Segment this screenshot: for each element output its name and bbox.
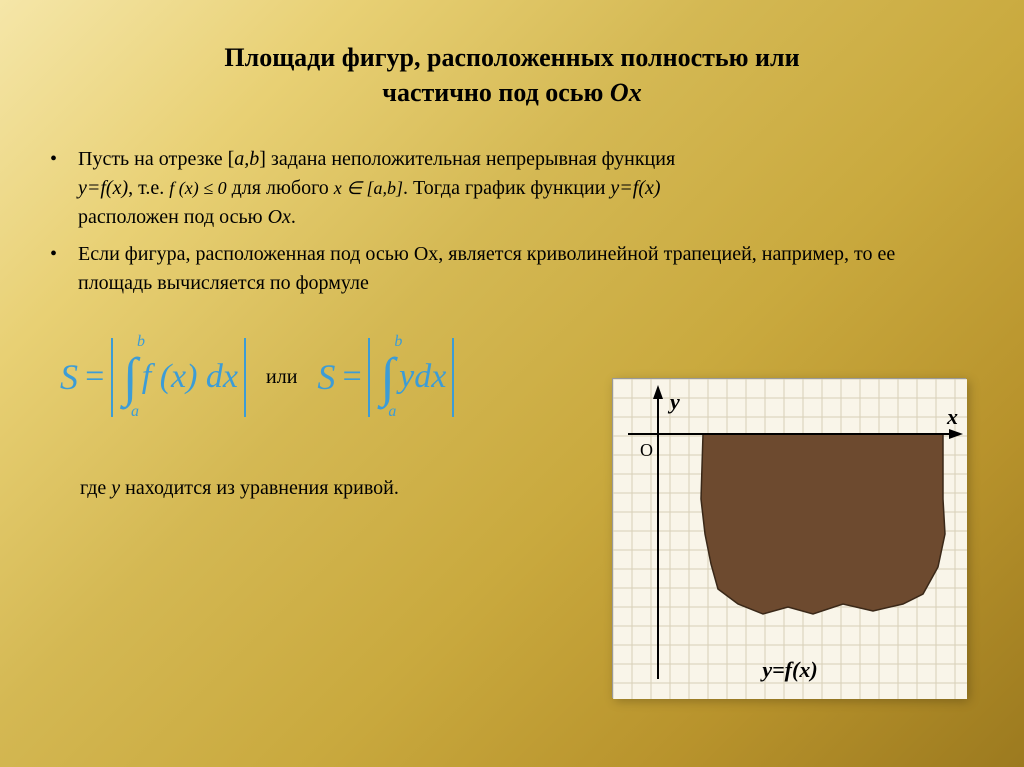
f1-abs: ∫ b a f (x) dx — [111, 353, 246, 402]
fn-p1: где — [80, 477, 111, 499]
b1-yfx2: y=f(x) — [610, 177, 660, 199]
bullet-2-content: Если фигура, расположенная под осью Ox, … — [78, 240, 974, 298]
bullet-1: • Пусть на отрезке [a,b] задана неположи… — [50, 145, 974, 232]
fn-p2: находится из уравнения кривой. — [120, 477, 399, 499]
b1-p2: ] задана неположительная непрерывная фун… — [259, 148, 675, 170]
b1-ox: Ox — [268, 206, 291, 228]
f1-S: S — [60, 356, 78, 398]
bullet-1-content: Пусть на отрезке [a,b] задана неположите… — [78, 145, 974, 232]
formula-2: S = ∫ b a ydx — [317, 353, 454, 402]
f1-integrand: f (x) dx — [142, 358, 238, 396]
svg-text:O: O — [640, 440, 653, 460]
title-axis: Ox — [610, 78, 642, 107]
b1-cond: f (x) ≤ 0 — [169, 178, 226, 198]
b1-p7: . — [291, 206, 296, 228]
svg-text:y=f(x): y=f(x) — [759, 657, 817, 682]
title-line2: частично под осью — [382, 78, 603, 107]
b1-p3: , т.е. — [128, 177, 169, 199]
f2-S: S — [317, 356, 335, 398]
b1-p5: . Тогда график функции — [403, 177, 610, 199]
fn-y: y — [111, 477, 120, 499]
or-word: или — [266, 366, 297, 389]
b1-p6: расположен под осью — [78, 206, 268, 228]
svg-text:x: x — [946, 404, 958, 429]
b1-xin: x ∈ [a,b] — [334, 178, 403, 198]
bullet-2: • Если фигура, расположенная под осью Ox… — [50, 240, 974, 298]
graph-box: yxOy=f(x) — [612, 378, 966, 698]
graph-svg: yxOy=f(x) — [613, 379, 967, 699]
f2-integrand: ydx — [399, 358, 446, 396]
f2-eq: = — [340, 358, 363, 396]
b1-p1: Пусть на отрезке [ — [78, 148, 234, 170]
f2-lower: a — [388, 405, 396, 419]
f1-eq: = — [83, 358, 106, 396]
bullet-mark: • — [50, 145, 78, 232]
formula-1: S = ∫ b a f (x) dx — [60, 353, 246, 402]
b1-yfx: y=f(x) — [78, 177, 128, 199]
title-line1: Площади фигур, расположенных полностью и… — [224, 43, 799, 72]
slide-title: Площади фигур, расположенных полностью и… — [50, 40, 974, 110]
f2-upper: b — [394, 335, 402, 349]
bullet-mark-2: • — [50, 240, 78, 298]
integral-1-icon: ∫ b a — [123, 353, 138, 402]
body-text: • Пусть на отрезке [a,b] задана неположи… — [50, 145, 974, 298]
f2-abs: ∫ b a ydx — [368, 353, 454, 402]
integral-2-icon: ∫ b a — [380, 353, 395, 402]
b1-p4: для любого — [232, 177, 334, 199]
f1-upper: b — [137, 335, 145, 349]
b1-ab: a,b — [234, 148, 259, 170]
f1-lower: a — [131, 405, 139, 419]
